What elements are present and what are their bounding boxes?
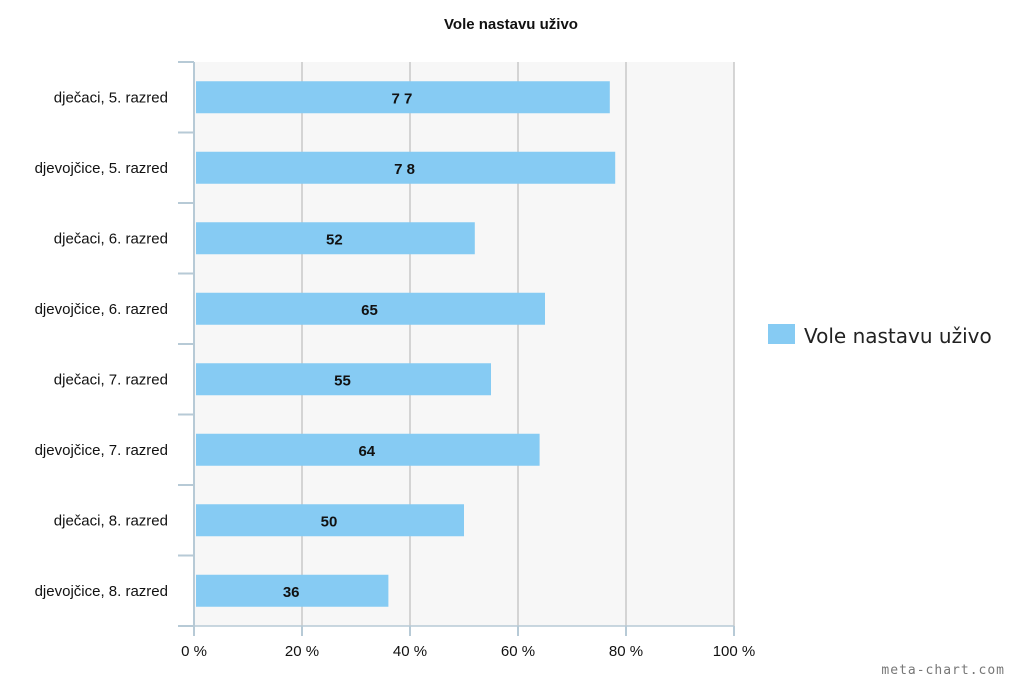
data-label: 50 bbox=[321, 513, 338, 530]
axes bbox=[178, 61, 735, 636]
bar bbox=[196, 363, 491, 396]
category-label: djevojčice, 7. razred bbox=[35, 442, 168, 459]
legend-swatch bbox=[768, 324, 795, 344]
category-label: djevojčice, 8. razred bbox=[35, 583, 168, 600]
x-tick-label: 20 % bbox=[285, 643, 319, 660]
bar bbox=[196, 81, 610, 114]
bar bbox=[196, 504, 464, 537]
plot-area bbox=[194, 62, 734, 626]
bar bbox=[196, 292, 545, 325]
x-tick-labels: 0 % 20 % 40 % 60 % 80 % 100 % bbox=[181, 643, 755, 660]
legend: Vole nastavu uživo bbox=[768, 324, 992, 348]
data-label: 55 bbox=[334, 372, 351, 389]
plot-background bbox=[194, 62, 734, 626]
chart-title: Vole nastavu uživo bbox=[444, 16, 578, 33]
bar-series bbox=[196, 81, 616, 607]
x-tick-label: 100 % bbox=[713, 643, 756, 660]
x-tick-label: 60 % bbox=[501, 643, 535, 660]
category-label: djevojčice, 6. razred bbox=[35, 301, 168, 318]
bar bbox=[196, 222, 475, 255]
data-label: 36 bbox=[283, 584, 300, 601]
x-tick-label: 0 % bbox=[181, 643, 207, 660]
category-label: dječaci, 6. razred bbox=[54, 230, 168, 247]
category-label: dječaci, 8. razred bbox=[54, 512, 168, 529]
legend-label: Vole nastavu uživo bbox=[804, 324, 992, 348]
x-tick-label: 80 % bbox=[609, 643, 643, 660]
bar bbox=[196, 151, 616, 184]
data-label: 52 bbox=[326, 231, 343, 248]
bar bbox=[196, 433, 540, 466]
category-label: dječaci, 7. razred bbox=[54, 371, 168, 388]
category-label: dječaci, 5. razred bbox=[54, 89, 168, 106]
data-label: 64 bbox=[358, 443, 375, 460]
data-label: 7 8 bbox=[394, 161, 415, 178]
data-labels: 7 7 7 8 52 65 55 64 50 36 bbox=[283, 90, 415, 601]
category-labels: dječaci, 5. razred djevojčice, 5. razred d… bbox=[35, 89, 168, 600]
watermark: meta-chart.com bbox=[881, 663, 1005, 678]
data-label: 65 bbox=[361, 302, 378, 319]
x-tick-label: 40 % bbox=[393, 643, 427, 660]
category-label: djevojčice, 5. razred bbox=[35, 160, 168, 177]
data-label: 7 7 bbox=[391, 90, 412, 107]
bar bbox=[196, 574, 389, 607]
